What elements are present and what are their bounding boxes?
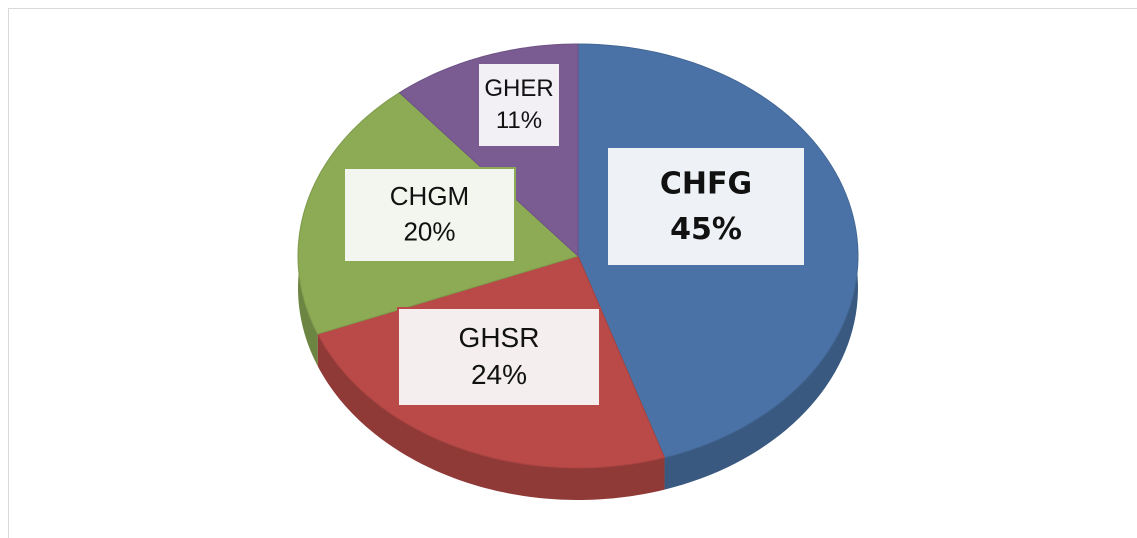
slice-value-label: 20% [403, 217, 455, 247]
slice-value-label: 24% [471, 359, 527, 390]
label-box [606, 146, 806, 267]
slice-name: CHGM [390, 181, 469, 211]
label-box [397, 307, 601, 407]
label-box [343, 167, 516, 263]
slice-side [317, 334, 665, 500]
slice-name: CHFG [660, 167, 752, 202]
label-box [477, 62, 561, 148]
slice-name: GHER [484, 75, 553, 102]
slice-name: GHSR [459, 322, 540, 353]
slice-value-label: 11% [496, 107, 542, 134]
slice-value-label: 45% [670, 212, 742, 247]
